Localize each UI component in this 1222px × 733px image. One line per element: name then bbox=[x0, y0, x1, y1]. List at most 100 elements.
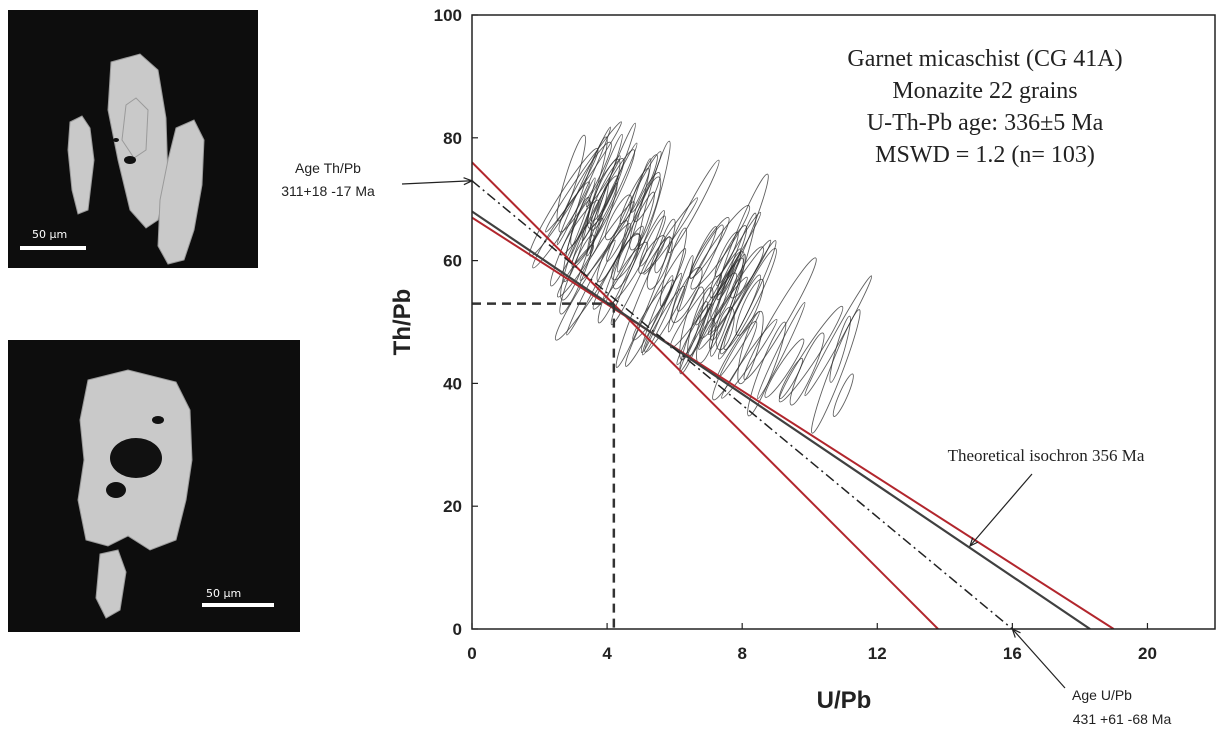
annotation-arrows bbox=[401, 177, 1066, 689]
error-ellipse bbox=[707, 276, 748, 335]
monazite-grains-top bbox=[67, 53, 205, 265]
regression-line bbox=[472, 180, 1013, 629]
y-tick-label: 20 bbox=[443, 497, 462, 516]
error-ellipse bbox=[757, 301, 806, 400]
info-line: Garnet micaschist (CG 41A) bbox=[847, 46, 1122, 72]
x-tick-label: 8 bbox=[737, 644, 746, 663]
age-upb-title: Age U/Pb bbox=[1072, 687, 1132, 703]
error-ellipse bbox=[677, 224, 724, 312]
error-ellipse bbox=[715, 306, 735, 351]
y-axis-ticks: 0 20 40 60 80 100 bbox=[434, 6, 478, 639]
error-ellipse bbox=[804, 275, 873, 397]
info-line: Monazite 22 grains bbox=[892, 78, 1077, 104]
x-tick-label: 0 bbox=[467, 644, 476, 663]
bse-image-top: 50 µm bbox=[8, 10, 258, 268]
bse-image-bottom: 50 µm bbox=[8, 340, 300, 632]
regression-lines bbox=[472, 161, 1115, 629]
info-box: Garnet micaschist (CG 41A) Monazite 22 g… bbox=[847, 46, 1122, 168]
error-ellipse bbox=[566, 239, 616, 336]
error-ellipse bbox=[690, 205, 751, 290]
error-ellipse bbox=[641, 272, 683, 356]
arrow-isochron bbox=[968, 473, 1033, 548]
error-ellipse bbox=[778, 357, 804, 400]
x-tick-label: 4 bbox=[602, 644, 612, 663]
intercept-guides bbox=[472, 302, 616, 629]
monazite-grains-bottom bbox=[77, 369, 193, 619]
scale-bar bbox=[202, 603, 274, 607]
error-ellipse bbox=[829, 315, 851, 383]
error-ellipse bbox=[570, 136, 608, 246]
x-tick-label: 16 bbox=[1003, 644, 1022, 663]
theoretical-isochron-line bbox=[472, 210, 1091, 629]
error-ellipse bbox=[545, 121, 622, 233]
info-line: MSWD = 1.2 (n= 103) bbox=[875, 142, 1095, 168]
error-ellipse bbox=[710, 253, 746, 357]
error-ellipse bbox=[610, 210, 665, 326]
arrow-head bbox=[968, 537, 979, 548]
arrow-head bbox=[1011, 627, 1021, 638]
error-ellipse bbox=[789, 332, 825, 406]
error-ellipse bbox=[589, 142, 638, 244]
plot-frame bbox=[471, 14, 1216, 630]
info-line: U-Th-Pb age: 336±5 Ma bbox=[867, 110, 1104, 136]
age-thpb-value: 311+18 -17 Ma bbox=[281, 183, 375, 199]
age-upb-value: 431 +61 -68 Ma bbox=[1073, 711, 1172, 727]
error-ellipse bbox=[581, 133, 623, 242]
error-ellipse bbox=[605, 194, 632, 241]
error-ellipse bbox=[633, 172, 661, 223]
error-ellipse bbox=[592, 225, 644, 310]
y-tick-label: 60 bbox=[443, 252, 462, 271]
error-ellipse bbox=[637, 140, 671, 250]
error-ellipse bbox=[689, 217, 730, 279]
arrow-thpb-age bbox=[401, 177, 474, 186]
y-tick-label: 80 bbox=[443, 129, 462, 148]
arrow-head bbox=[463, 177, 474, 186]
error-ellipse bbox=[639, 215, 666, 267]
error-ellipse bbox=[559, 234, 595, 315]
error-ellipse bbox=[558, 141, 612, 233]
error-ellipse bbox=[679, 301, 709, 375]
error-ellipse bbox=[717, 240, 777, 360]
y-axis-title: Th/Pb bbox=[389, 289, 416, 356]
error-ellipse bbox=[735, 278, 765, 336]
error-ellipse bbox=[550, 200, 591, 287]
arrow-shaft bbox=[969, 473, 1033, 547]
x-tick-label: 12 bbox=[868, 644, 887, 663]
envelope-upper-line bbox=[472, 216, 1115, 629]
error-ellipse bbox=[811, 309, 861, 434]
error-ellipse bbox=[619, 167, 650, 225]
scale-bar-label: 50 µm bbox=[206, 587, 242, 600]
error-ellipse bbox=[695, 248, 742, 326]
error-ellipse bbox=[590, 158, 625, 222]
error-ellipse bbox=[556, 134, 586, 222]
x-tick-label: 20 bbox=[1138, 644, 1157, 663]
age-thpb-title: Age Th/Pb bbox=[295, 160, 361, 176]
error-ellipse bbox=[716, 211, 762, 287]
envelope-lower-line bbox=[472, 161, 939, 629]
error-ellipse bbox=[679, 286, 705, 361]
error-ellipses bbox=[529, 121, 873, 434]
error-ellipse bbox=[556, 126, 612, 246]
error-ellipse bbox=[571, 217, 604, 266]
error-ellipse bbox=[669, 274, 722, 349]
isochron-label: Theoretical isochron 356 Ma bbox=[948, 446, 1145, 465]
error-ellipse bbox=[747, 321, 787, 417]
error-ellipse bbox=[723, 247, 777, 351]
error-ellipse bbox=[698, 239, 772, 350]
error-ellipse bbox=[615, 236, 671, 368]
arrow-shaft bbox=[1011, 628, 1066, 689]
y-tick-label: 0 bbox=[453, 620, 462, 639]
error-ellipse bbox=[743, 257, 817, 380]
error-ellipse bbox=[778, 305, 844, 403]
error-ellipse bbox=[721, 318, 778, 399]
error-ellipse bbox=[737, 310, 764, 385]
error-ellipse bbox=[764, 338, 805, 398]
error-ellipse bbox=[596, 122, 636, 221]
scale-bar-label: 50 µm bbox=[32, 228, 68, 241]
arrow-upb-age bbox=[1011, 627, 1066, 689]
error-ellipse bbox=[667, 255, 694, 333]
error-ellipse bbox=[676, 303, 711, 365]
error-ellipse bbox=[832, 373, 854, 417]
error-ellipse bbox=[640, 275, 674, 354]
